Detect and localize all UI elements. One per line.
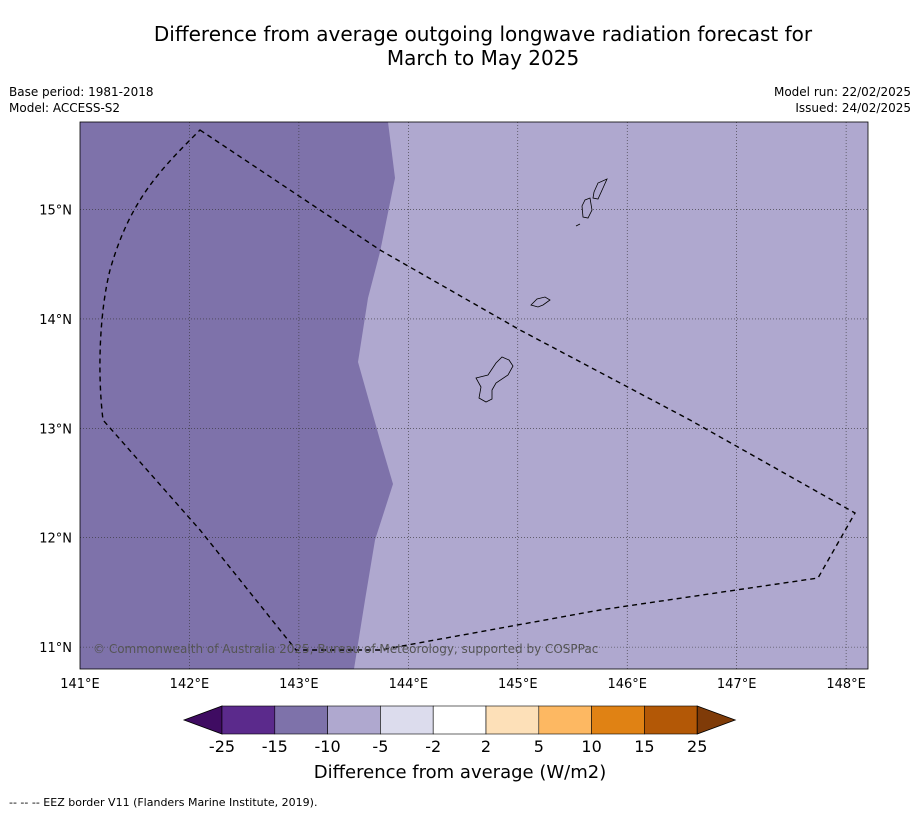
colorbar-tick-label: -25 bbox=[209, 737, 235, 756]
lat-tick-label: 11°N bbox=[39, 641, 72, 656]
longitude-labels: 141°E 142°E 143°E 144°E 145°E 146°E 147°E 148°E bbox=[60, 677, 866, 692]
lon-tick-label: 147°E bbox=[717, 677, 757, 692]
islands bbox=[475, 178, 608, 403]
colorbar-extend-high bbox=[696, 705, 737, 735]
colorbar-tick-label: 25 bbox=[687, 737, 707, 756]
colorbar-tick-label: 15 bbox=[634, 737, 654, 756]
meta-left: Base period: 1981-2018 Model: ACCESS-S2 bbox=[9, 84, 154, 116]
gridlines bbox=[80, 122, 868, 669]
map-frame bbox=[79, 121, 869, 670]
colorbar-segment bbox=[432, 705, 487, 735]
eez-footnote: -- -- -- EEZ border V11 (Flanders Marine… bbox=[9, 796, 318, 809]
colorbar-segment bbox=[538, 705, 592, 735]
colorbar-segment bbox=[380, 705, 434, 735]
lat-tick-label: 14°N bbox=[39, 313, 72, 328]
colorbar-tick-label: -10 bbox=[315, 737, 341, 756]
map-panel: © Commonwealth of Australia 2025, Bureau… bbox=[79, 121, 869, 670]
colorbar-tick-label: -2 bbox=[425, 737, 441, 756]
colorbar-segment bbox=[221, 705, 276, 735]
lon-tick-label: 145°E bbox=[498, 677, 538, 692]
map-title: Difference from average outgoing longwav… bbox=[0, 22, 919, 70]
lon-tick-label: 142°E bbox=[170, 677, 210, 692]
model-name: Model: ACCESS-S2 bbox=[9, 101, 121, 115]
latitude-labels: 15°N 14°N 13°N 12°N 11°N bbox=[39, 204, 72, 657]
colorbar-tick-label: -15 bbox=[262, 737, 288, 756]
base-period: Base period: 1981-2018 bbox=[9, 85, 154, 99]
colorbar-tick-label: -5 bbox=[372, 737, 388, 756]
region-dark bbox=[80, 122, 395, 669]
title-line-2: March to May 2025 bbox=[386, 46, 580, 70]
colorbar-title: Difference from average (W/m2) bbox=[314, 762, 606, 783]
issued-date: Issued: 24/02/2025 bbox=[795, 101, 911, 115]
title-line-1: Difference from average outgoing longwav… bbox=[153, 22, 813, 46]
lon-tick-label: 146°E bbox=[607, 677, 647, 692]
colorbar-extend-low bbox=[182, 705, 223, 735]
lat-tick-label: 12°N bbox=[39, 532, 72, 547]
island-aguijan bbox=[575, 223, 581, 227]
island-tinian bbox=[581, 197, 593, 219]
colorbar-segment bbox=[644, 705, 698, 735]
island-guam bbox=[475, 356, 514, 403]
colorbar-segment bbox=[591, 705, 645, 735]
colorbar-tick-label: 5 bbox=[534, 737, 544, 756]
meta-right: Model run: 22/02/2025 Issued: 24/02/2025 bbox=[774, 84, 911, 116]
model-run: Model run: 22/02/2025 bbox=[773, 85, 911, 99]
copyright-text: © Commonwealth of Australia 2025, Bureau… bbox=[93, 642, 598, 656]
colorbar: -25 -15 -10 -5 -2 2 5 10 15 25 bbox=[182, 705, 737, 756]
island-saipan bbox=[592, 178, 608, 200]
colorbar-segment bbox=[485, 705, 540, 735]
lat-tick-label: 13°N bbox=[39, 422, 72, 437]
lat-tick-label: 15°N bbox=[39, 204, 72, 219]
colorbar-tick-label: 10 bbox=[581, 737, 601, 756]
colorbar-segment bbox=[327, 705, 381, 735]
lon-tick-label: 144°E bbox=[389, 677, 429, 692]
island-rota bbox=[530, 296, 551, 308]
colorbar-tick-label: 2 bbox=[481, 737, 491, 756]
lon-tick-label: 143°E bbox=[279, 677, 319, 692]
lon-tick-label: 141°E bbox=[60, 677, 100, 692]
eez-border bbox=[99, 129, 856, 651]
lon-tick-label: 148°E bbox=[826, 677, 866, 692]
colorbar-segment bbox=[274, 705, 328, 735]
